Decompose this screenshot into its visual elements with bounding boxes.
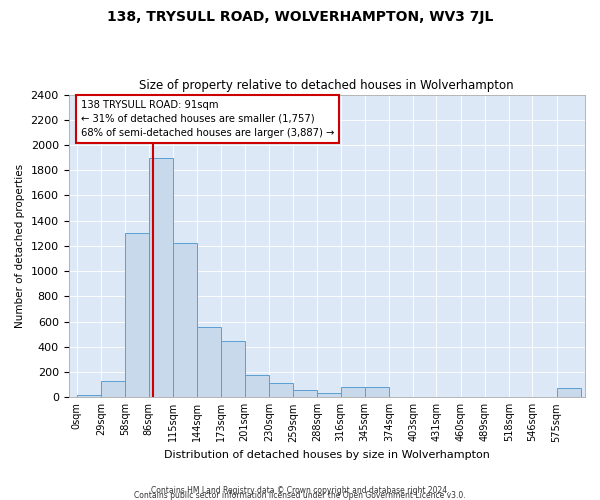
Bar: [101, 381, 125, 398]
Text: Contains HM Land Registry data © Crown copyright and database right 2024.: Contains HM Land Registry data © Crown c…: [151, 486, 449, 495]
Bar: [149, 158, 173, 398]
Text: Contains public sector information licensed under the Open Government Licence v3: Contains public sector information licen…: [134, 491, 466, 500]
Bar: [365, 387, 389, 398]
Bar: [221, 340, 245, 398]
Bar: [173, 244, 197, 398]
Bar: [245, 375, 269, 398]
Bar: [341, 387, 365, 398]
Title: Size of property relative to detached houses in Wolverhampton: Size of property relative to detached ho…: [139, 79, 514, 92]
Bar: [557, 388, 581, 398]
Bar: [317, 393, 341, 398]
Bar: [125, 234, 149, 398]
Bar: [77, 395, 101, 398]
Y-axis label: Number of detached properties: Number of detached properties: [15, 164, 25, 328]
Bar: [197, 326, 221, 398]
Text: 138 TRYSULL ROAD: 91sqm
← 31% of detached houses are smaller (1,757)
68% of semi: 138 TRYSULL ROAD: 91sqm ← 31% of detache…: [81, 100, 334, 138]
Bar: [293, 390, 317, 398]
X-axis label: Distribution of detached houses by size in Wolverhampton: Distribution of detached houses by size …: [164, 450, 490, 460]
Text: 138, TRYSULL ROAD, WOLVERHAMPTON, WV3 7JL: 138, TRYSULL ROAD, WOLVERHAMPTON, WV3 7J…: [107, 10, 493, 24]
Bar: [269, 384, 293, 398]
